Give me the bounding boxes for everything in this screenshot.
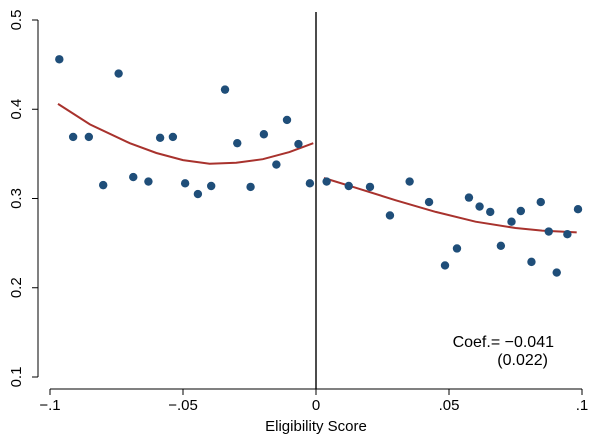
data-point [424,197,434,207]
data-point [552,268,561,277]
fit-lines [57,103,577,234]
x-tick-label: .1 [576,397,589,414]
data-point [573,205,583,214]
data-point [516,206,526,216]
data-point [193,189,203,199]
data-point [272,160,281,169]
data-point [507,217,516,226]
data-point [365,182,375,192]
fit-line-left [57,103,314,165]
data-point [233,138,242,148]
y-tick-label: 0.1 [8,367,25,388]
data-point [544,227,553,236]
data-point [440,261,450,270]
data-point [246,182,255,192]
data-point [452,244,462,253]
y-tick-label: 0.4 [8,99,25,120]
data-point [322,177,331,186]
y-tick-label: 0.3 [8,188,25,209]
data-point [405,177,414,186]
coefficient-annotation: Coef.= −0.041 [453,334,555,351]
data-point [496,241,506,251]
data-point [282,115,292,125]
data-point [155,133,165,143]
data-point [527,257,536,267]
data-point [84,132,94,142]
data-point [385,211,395,220]
data-point [486,207,495,217]
data-point [55,55,64,64]
x-axis-title: Eligibility Score [265,418,367,435]
x-tick-label: −.1 [39,397,60,414]
x-tick-label: 0 [312,397,320,414]
fit-line-right [323,177,577,234]
data-point [259,130,269,139]
data-point [294,139,303,149]
data-point [563,230,572,239]
data-point [344,181,353,191]
data-point [68,132,78,142]
x-tick-label: .05 [439,397,460,414]
data-point [114,69,123,78]
data-point [536,197,545,207]
data-point [475,202,484,211]
y-axis: 0.1 0.2 0.3 0.4 0.5 [8,10,39,388]
x-tick-label: −.05 [168,397,198,414]
data-point [129,172,138,182]
data-point [144,177,153,186]
data-point [168,132,178,142]
standard-error-annotation: (0.022) [497,352,548,369]
data-point [220,85,230,94]
data-point [99,180,108,190]
data-point [305,179,315,188]
y-tick-label: 0.5 [8,10,25,31]
y-tick-label: 0.2 [8,277,25,298]
data-point [180,179,190,188]
data-point [206,181,216,191]
data-point [464,193,474,202]
data-points [55,55,583,277]
